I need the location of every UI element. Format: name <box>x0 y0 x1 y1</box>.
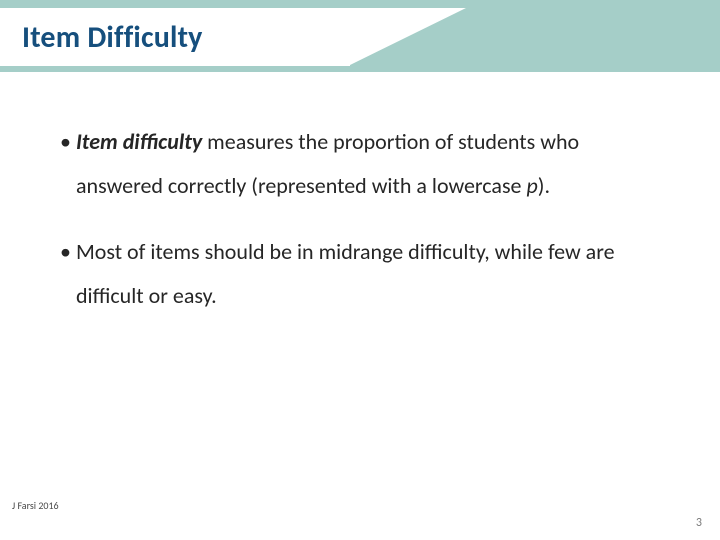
body-content: • Item difficulty measures the proportio… <box>60 120 660 340</box>
bullet-1-text-b: ). <box>538 172 550 199</box>
title-wedge <box>348 8 466 66</box>
slide-number: 3 <box>696 516 702 530</box>
bullet-dot-icon: • <box>60 128 76 155</box>
footer-author: J Farsi 2016 <box>12 499 59 512</box>
bullet-2: • Most of items should be in midrange di… <box>60 230 660 318</box>
bullet-1: • Item difficulty measures the proportio… <box>60 120 660 208</box>
slide-title: Item Difficulty <box>22 19 203 56</box>
title-plate: Item Difficulty <box>0 8 350 66</box>
bullet-2-text: Most of items should be in midrange diff… <box>76 238 615 309</box>
bullet-1-italic-p: p <box>526 172 537 199</box>
slide: Item Difficulty • Item difficulty measur… <box>0 0 720 540</box>
bullet-dot-icon: • <box>60 238 76 265</box>
bullet-1-lead: Item difficulty <box>76 128 202 155</box>
